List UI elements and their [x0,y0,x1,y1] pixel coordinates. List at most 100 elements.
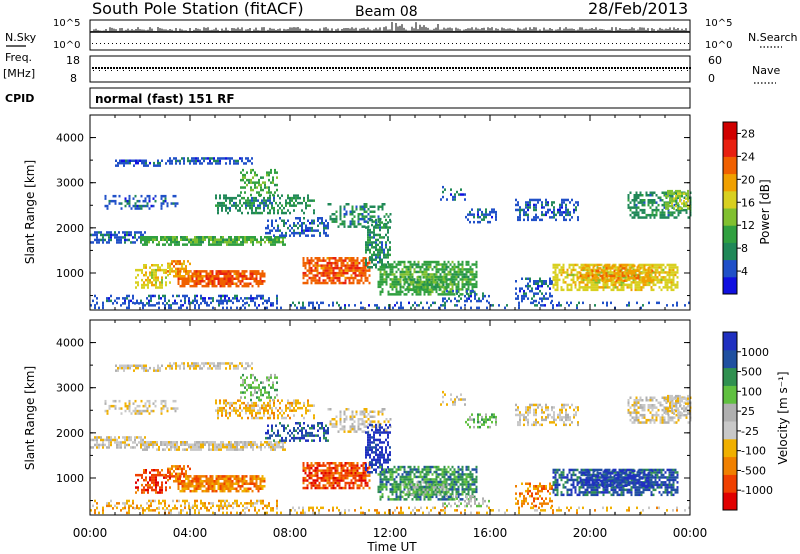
power-cell [179,272,181,275]
power-cell [381,288,384,291]
power-cell [679,208,682,212]
power-cell [334,259,337,262]
power-cell [450,188,452,191]
power-cell [555,213,557,217]
power-cell [670,263,673,267]
power-cell [536,304,538,307]
velocity-cell [146,407,149,410]
velocity-cell [219,489,222,493]
velocity-cell [187,465,189,468]
velocity-cell [261,475,264,478]
power-cell [343,222,346,226]
power-cell [186,236,188,239]
power-cell [302,274,305,277]
power-cell [102,306,104,310]
velocity-cell [227,477,230,480]
power-cell [437,268,440,271]
power-cell [162,194,165,198]
power-cell [639,272,642,275]
power-cell [170,238,172,241]
velocity-cell [135,473,137,477]
power-cell [587,267,590,270]
power-cell [587,274,590,278]
power-cell [262,238,264,241]
power-cell [685,204,687,208]
velocity-cell [202,445,204,449]
power-cell [556,281,559,284]
velocity-cell [174,504,176,508]
velocity-cell [199,485,202,488]
velocity-cell [268,445,270,449]
power-cell [584,268,587,272]
power-cell [137,159,139,162]
power-cell [623,274,626,278]
power-cell [381,221,383,224]
power-cell [445,263,448,266]
power-cell [633,269,636,273]
power-cell [585,274,588,278]
power-cell [429,275,432,279]
power-cell [94,238,96,242]
power-cell [181,277,184,280]
power-cell [515,203,517,207]
velocity-cell [259,485,262,488]
power-cell [527,287,529,290]
power-cell [239,209,241,212]
power-cell [629,213,632,217]
power-cell [578,288,581,292]
power-cell [285,222,287,225]
power-cell [231,275,234,278]
velocity-cell [270,443,272,446]
power-cell [345,203,348,206]
power-cell [594,286,597,289]
velocity-cell [185,477,187,480]
power-cell [385,243,387,247]
power-cell [626,286,629,289]
power-cell [687,204,689,208]
power-cell [329,217,332,221]
power-cell [465,275,468,279]
power-cell [312,259,315,262]
velocity-cell [215,477,218,480]
power-cell [535,280,537,283]
velocity-cell [118,399,121,403]
power-cell [596,288,599,292]
power-cell [274,243,276,246]
power-cell [593,264,596,268]
velocity-cell [173,362,175,365]
power-cell [611,274,614,278]
power-cell [442,278,445,282]
power-cell [179,284,182,288]
power-cell [316,301,318,305]
power-cell [308,276,311,280]
power-cell [230,243,232,246]
power-cell [406,281,409,284]
power-cell [577,203,579,207]
power-cell [310,259,313,262]
velocity-cell [243,367,245,370]
power-cell [260,193,262,197]
power-cell [393,278,396,281]
power-cell [535,198,537,202]
power-cell [253,280,256,283]
power-cell [423,290,426,294]
power-cell [174,299,176,303]
velocity-cell [183,487,186,490]
power-cell [252,168,254,172]
power-cell [375,248,377,252]
power-cell [134,233,136,237]
power-cell [128,304,130,307]
power-cell [588,281,591,284]
power-cell [447,265,450,269]
power-cell [559,213,561,217]
power-cell [124,233,126,237]
power-cell [207,275,210,278]
power-cell [151,283,153,287]
power-cell [310,261,313,265]
power-cell [90,241,92,244]
power-cell [270,168,272,172]
velocity-cell [244,443,246,446]
velocity-cell [118,502,120,505]
power-cell [572,276,575,279]
power-cell [221,277,224,280]
